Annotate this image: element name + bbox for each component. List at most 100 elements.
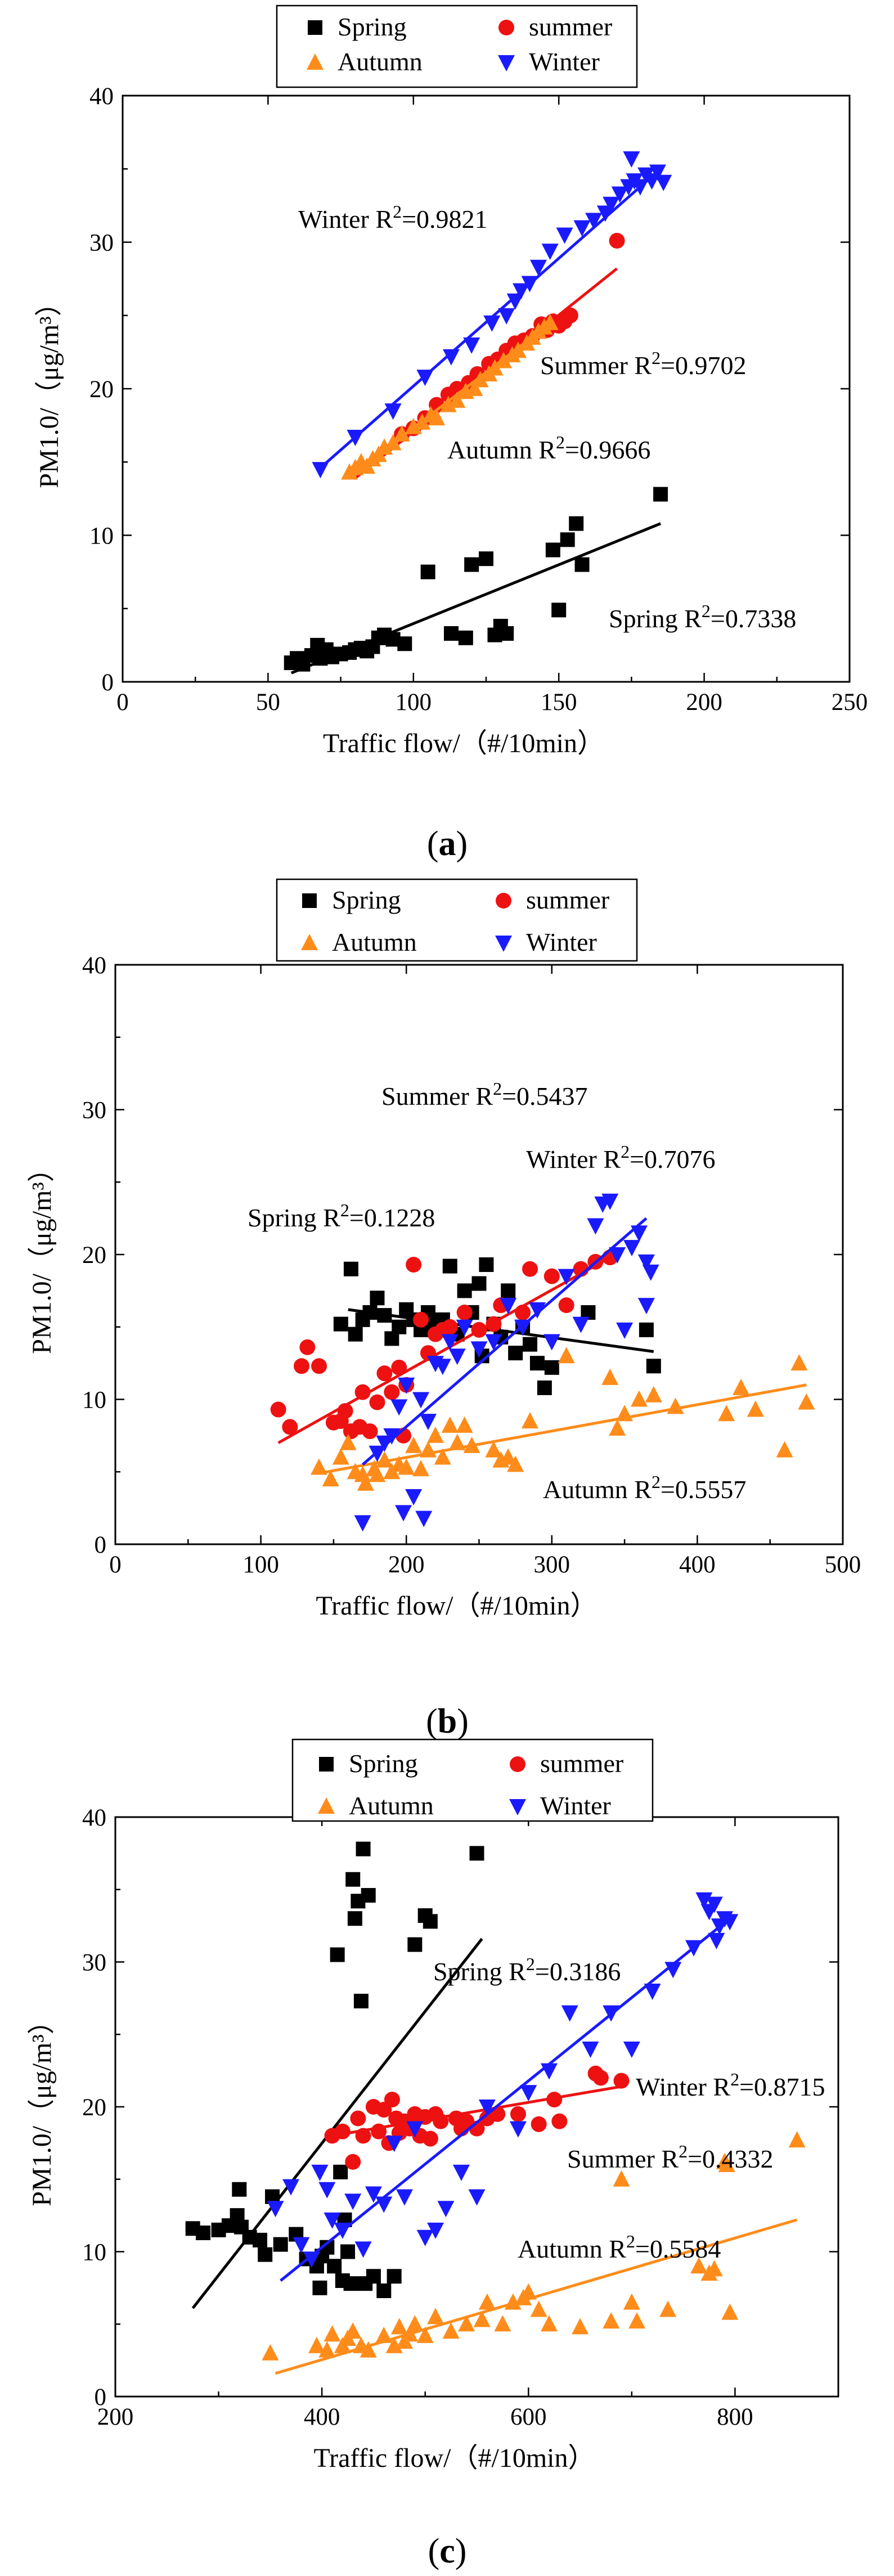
- data-point-spring: [544, 1360, 559, 1375]
- data-point-winter: [416, 2229, 434, 2246]
- data-point-summer: [369, 1394, 385, 1410]
- data-point-autumn: [439, 395, 457, 412]
- data-point-winter: [655, 174, 672, 191]
- data-point-autumn: [776, 1441, 793, 1458]
- r2-annotation-summer: Summer R2=0.5437: [381, 1078, 588, 1111]
- data-point-autumn: [322, 1470, 339, 1487]
- data-point-winter: [616, 1322, 634, 1339]
- data-point-spring: [258, 2247, 273, 2262]
- data-point-summer: [299, 1339, 316, 1355]
- legend-label-summer: summer: [529, 12, 612, 41]
- data-point-autumn: [466, 380, 483, 396]
- data-point-autumn: [522, 1412, 539, 1429]
- data-point-winter: [609, 1247, 626, 1264]
- data-point-autumn: [390, 2318, 408, 2335]
- data-point-spring: [347, 1911, 362, 1926]
- data-point-winter: [416, 370, 434, 386]
- data-point-autumn: [473, 2310, 491, 2327]
- legend-box: [276, 5, 638, 88]
- data-point-winter: [631, 179, 649, 196]
- data-point-summer: [510, 2106, 526, 2122]
- data-point-spring: [387, 2269, 402, 2284]
- data-point-winter: [541, 2063, 558, 2080]
- r2-annotation-summer: Summer R2=0.4332: [567, 2141, 774, 2173]
- data-point-spring: [499, 626, 514, 641]
- data-point-winter: [587, 1218, 604, 1235]
- data-point-autumn: [308, 2336, 325, 2353]
- data-point-autumn: [520, 2283, 537, 2300]
- series-winter: [267, 1892, 739, 2282]
- fit-line-winter: [280, 1917, 731, 2282]
- x-tick-label: 250: [832, 689, 868, 716]
- legend-box: [291, 1738, 654, 1822]
- data-point-winter: [695, 1892, 713, 1909]
- data-point-spring: [353, 1994, 369, 2009]
- data-point-winter: [541, 244, 559, 260]
- data-point-spring: [537, 1380, 552, 1395]
- data-point-autumn: [416, 2326, 434, 2343]
- r2-annotation-winter: Winter R2=0.8715: [636, 2069, 825, 2101]
- data-point-winter: [500, 1298, 517, 1315]
- data-point-autumn: [718, 1405, 735, 1422]
- series-autumn: [311, 1347, 815, 1491]
- data-point-spring: [370, 1291, 385, 1306]
- x-tick-label: 800: [717, 2404, 753, 2430]
- panel-label: (b): [426, 1702, 469, 1741]
- data-point-winter: [452, 2164, 470, 2181]
- data-point-autumn: [747, 1400, 764, 1417]
- data-point-winter: [521, 276, 538, 293]
- legend-label-summer: summer: [540, 1749, 623, 1778]
- data-point-winter: [354, 1515, 371, 1532]
- r2-annotation-spring: Spring R2=0.3186: [433, 1954, 621, 1986]
- plot-frame: [114, 964, 844, 1545]
- legend-label-autumn: Autumn: [349, 1791, 434, 1820]
- data-point-winter: [427, 2222, 444, 2239]
- data-point-spring: [469, 1846, 484, 1861]
- data-point-spring: [366, 2269, 381, 2284]
- data-point-summer: [384, 2092, 400, 2108]
- data-point-summer: [422, 2130, 438, 2147]
- data-point-spring: [639, 1322, 654, 1337]
- data-point-summer: [371, 2123, 387, 2139]
- data-point-autumn: [369, 1465, 386, 1482]
- data-point-autumn: [509, 341, 527, 358]
- data-point-spring: [457, 1283, 472, 1298]
- data-point-summer: [350, 2110, 366, 2127]
- y-axis-title: PM1.0/（μg/m³）: [34, 289, 64, 488]
- x-tick-label: 200: [388, 1552, 425, 1578]
- data-point-autumn: [494, 2315, 511, 2332]
- panel-label: (a): [427, 825, 468, 863]
- data-point-winter: [406, 2121, 424, 2138]
- y-tick-label: 20: [89, 376, 114, 403]
- legend-marker-spring: [308, 20, 322, 35]
- data-point-autumn: [384, 434, 402, 451]
- data-point-winter: [448, 1348, 466, 1365]
- data-point-winter: [311, 2164, 329, 2181]
- data-point-spring: [471, 1276, 487, 1291]
- data-point-winter: [318, 2182, 336, 2199]
- data-point-winter: [396, 2189, 413, 2206]
- series-spring: [284, 487, 668, 675]
- data-point-spring: [345, 1872, 361, 1887]
- data-point-winter: [721, 1914, 739, 1931]
- data-point-spring: [443, 626, 459, 641]
- series-spring: [185, 1841, 484, 2309]
- x-tick-label: 200: [97, 2404, 134, 2430]
- x-axis-title: Traffic flow/（#/10min）: [314, 2443, 595, 2473]
- data-point-autumn: [426, 1426, 444, 1443]
- data-point-spring: [464, 557, 479, 572]
- series-autumn: [262, 2131, 806, 2375]
- data-point-winter: [603, 2005, 620, 2022]
- data-point-autumn: [376, 1451, 393, 1468]
- data-point-spring: [343, 2276, 358, 2291]
- legend-marker-autumn: [318, 1797, 335, 1814]
- data-point-winter: [324, 2212, 341, 2229]
- x-tick-label: 0: [116, 689, 129, 716]
- data-point-winter: [398, 1377, 415, 1394]
- data-point-winter: [642, 1264, 659, 1281]
- data-point-autumn: [530, 2300, 547, 2317]
- data-point-spring: [330, 1947, 345, 1962]
- legend-marker-winter: [509, 1799, 526, 1815]
- y-tick-label: 0: [95, 1532, 107, 1558]
- data-point-summer: [486, 1316, 502, 1332]
